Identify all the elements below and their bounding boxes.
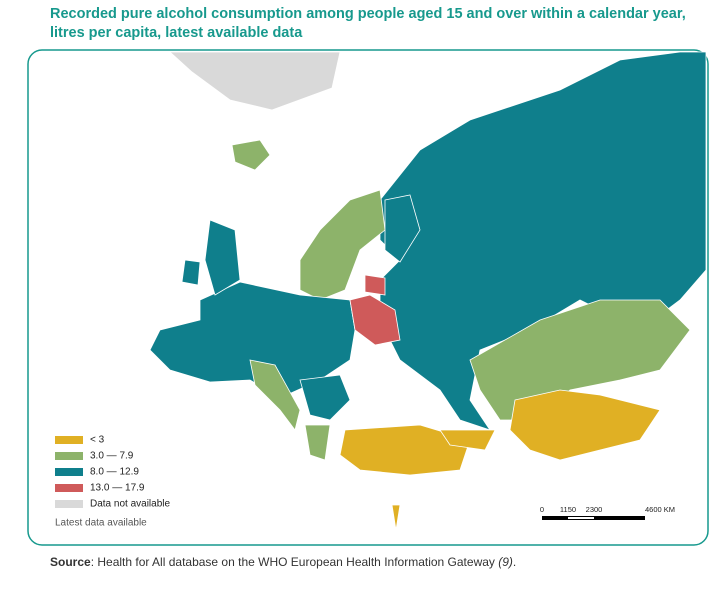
kazakhstan xyxy=(469,299,691,421)
source-end: . xyxy=(513,555,516,569)
baltics xyxy=(364,274,386,296)
ireland xyxy=(181,259,201,286)
scale-label: 0 xyxy=(540,505,544,514)
finland xyxy=(384,194,421,263)
legend-note: Latest data available xyxy=(55,518,147,529)
map xyxy=(149,51,707,531)
legend: < 3 3.0 — 7.9 8.0 — 12.9 13.0 — 17.9 Data no… xyxy=(55,435,170,510)
scale-bar xyxy=(542,516,645,520)
scale-labels: 0 1150 2300 4600 KM xyxy=(540,505,675,514)
legend-swatch xyxy=(55,452,83,460)
legend-label: Data not available xyxy=(90,499,170,510)
greece xyxy=(304,424,331,461)
caucasus xyxy=(439,429,496,451)
title-line: litres per capita, latest available data xyxy=(50,25,303,41)
source-label: Source xyxy=(50,555,91,569)
scale-bar-segment xyxy=(568,517,594,519)
scale-label: 4600 KM xyxy=(645,505,675,514)
legend-swatch xyxy=(55,500,83,508)
legend-label: < 3 xyxy=(90,435,105,446)
italy xyxy=(249,359,301,431)
legend-label: 8.0 — 12.9 xyxy=(90,467,139,478)
legend-swatch xyxy=(55,468,83,476)
source-text: : Health for All database on the WHO Eur… xyxy=(91,555,499,569)
scandinavia xyxy=(299,189,386,301)
title-line: Recorded pure alcohol consumption among … xyxy=(50,6,686,22)
central-asia xyxy=(509,389,661,461)
source: Source: Health for All database on the W… xyxy=(50,555,516,569)
scale-label: 1150 xyxy=(560,505,576,514)
iceland xyxy=(231,139,271,171)
turkey xyxy=(339,424,471,476)
legend-swatch xyxy=(55,436,83,444)
source-ref: (9) xyxy=(498,555,513,569)
israel xyxy=(391,504,401,531)
legend-label: 3.0 — 7.9 xyxy=(90,451,134,462)
greenland xyxy=(168,51,341,111)
belarus xyxy=(349,294,401,346)
legend-label: 13.0 — 17.9 xyxy=(90,483,145,494)
balkans xyxy=(299,374,351,421)
legend-swatch xyxy=(55,484,83,492)
scale-label: 2300 xyxy=(586,505,603,514)
great-britain xyxy=(204,219,241,296)
